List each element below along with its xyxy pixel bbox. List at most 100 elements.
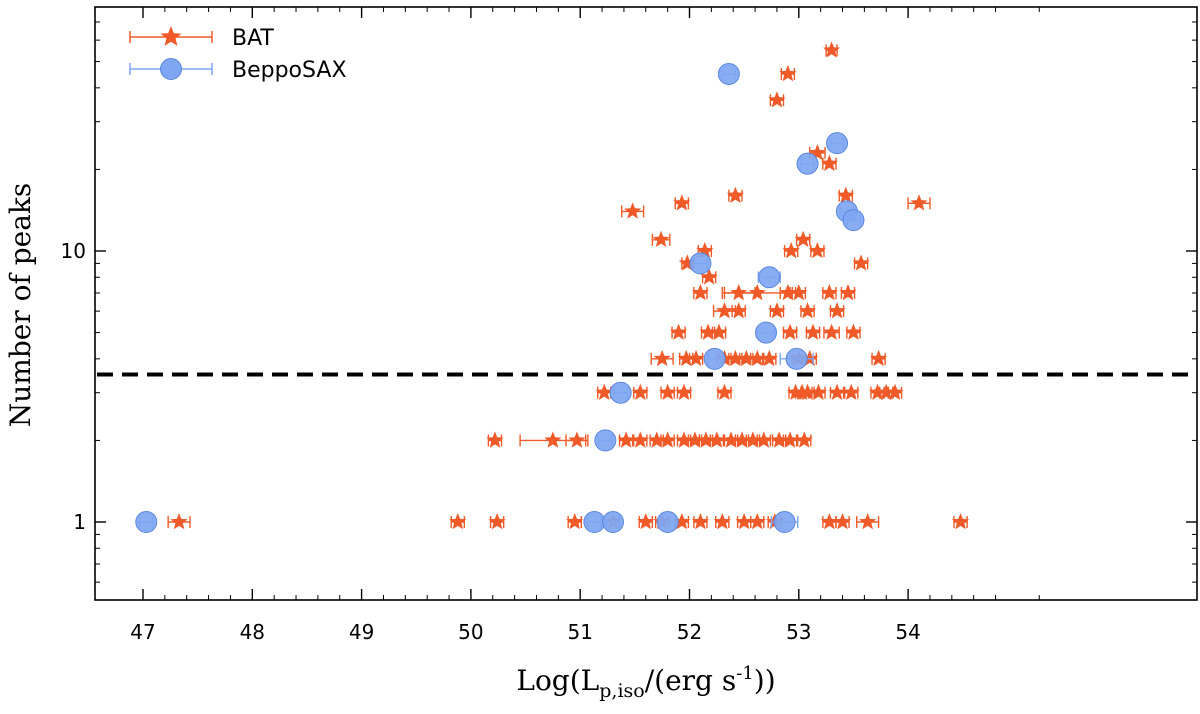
bat-point-star bbox=[823, 323, 841, 340]
bat-point-star bbox=[779, 64, 797, 82]
bat-point-star bbox=[696, 242, 714, 259]
bat-point-star bbox=[804, 323, 822, 340]
bat-point-star bbox=[673, 194, 691, 211]
bat-point-star bbox=[782, 242, 800, 259]
bat-point-star bbox=[837, 186, 855, 203]
bat-point-star bbox=[781, 323, 799, 340]
beppo-point-circle bbox=[656, 511, 679, 533]
bat-point-star bbox=[170, 513, 188, 530]
beppo-point-circle bbox=[594, 429, 617, 452]
bat-point-star bbox=[737, 349, 755, 367]
bat-point-star bbox=[730, 302, 748, 319]
data-points bbox=[135, 41, 970, 533]
beppo-point-circle bbox=[796, 152, 819, 175]
bat-point-star bbox=[726, 186, 744, 203]
legend-beppo-label: BeppoSAX bbox=[232, 58, 347, 83]
bat-point-star bbox=[839, 283, 857, 301]
bat-point-star bbox=[820, 154, 838, 171]
bat-point-star bbox=[768, 302, 786, 319]
bat-point-star bbox=[659, 431, 677, 448]
bat-point-star bbox=[877, 383, 895, 400]
bat-point-star bbox=[801, 349, 819, 367]
bat-point-star bbox=[870, 349, 888, 367]
bat-point-star bbox=[624, 202, 642, 219]
beppo-point-circle bbox=[826, 132, 849, 155]
plot-frame bbox=[94, 6, 1198, 601]
bat-point-star bbox=[715, 383, 734, 400]
x-tick-label: 53 bbox=[786, 620, 811, 644]
bat-point-star bbox=[886, 383, 904, 400]
bat-point-star bbox=[700, 268, 718, 285]
bat-point-star bbox=[868, 383, 887, 400]
bat-point-star bbox=[708, 431, 726, 448]
bat-point-star bbox=[833, 513, 852, 530]
x-tick-label: 49 bbox=[349, 620, 374, 644]
bat-point-star bbox=[842, 383, 860, 400]
bat-point-star bbox=[735, 513, 753, 530]
bat-point-star bbox=[691, 283, 709, 301]
bat-point-star bbox=[828, 302, 846, 319]
x-tick-label: 48 bbox=[240, 620, 265, 644]
bat-point-star bbox=[859, 513, 877, 530]
x-tick-label: 47 bbox=[130, 620, 155, 644]
bat-point-star bbox=[733, 431, 751, 448]
bat-point-star bbox=[744, 431, 762, 448]
bat-point-star bbox=[798, 383, 817, 400]
beppo-point-circle bbox=[601, 511, 624, 533]
bat-point-star bbox=[673, 513, 691, 530]
beppo-point-circle bbox=[583, 511, 606, 533]
bat-point-star bbox=[691, 513, 709, 530]
bat-point-star bbox=[486, 431, 504, 448]
beppo-point-circle bbox=[609, 381, 632, 404]
x-axis-title: Log(Lp,iso/(erg s-1)) bbox=[516, 663, 775, 702]
bat-point-star bbox=[566, 513, 584, 530]
bat-point-star bbox=[653, 349, 671, 367]
beppo-point-circle bbox=[842, 209, 865, 232]
beppo-point-circle bbox=[755, 321, 778, 344]
bat-point-star bbox=[631, 431, 649, 448]
axis-ticks bbox=[95, 7, 1197, 600]
bat-point-star bbox=[568, 431, 586, 448]
bat-point-star bbox=[710, 323, 728, 340]
bat-point-star bbox=[910, 194, 928, 211]
bat-point-star bbox=[652, 230, 670, 248]
bat-point-star bbox=[768, 91, 786, 108]
bat-point-star bbox=[781, 431, 799, 448]
bat-point-star bbox=[790, 283, 808, 301]
bat-point-star bbox=[748, 283, 766, 301]
bat-point-star bbox=[686, 431, 704, 448]
bat-point-star bbox=[697, 431, 715, 448]
bat-point-star bbox=[726, 349, 744, 367]
x-axis-title-suffix: )) bbox=[754, 664, 776, 697]
y-tick-label: 1 bbox=[73, 510, 86, 534]
bat-point-star bbox=[670, 323, 688, 340]
bat-point-star bbox=[828, 383, 846, 400]
beppo-point-circle bbox=[773, 511, 796, 533]
bat-point-star bbox=[713, 513, 731, 530]
bat-point-star bbox=[675, 383, 693, 400]
beppo-point-circle bbox=[703, 347, 726, 370]
bat-point-star bbox=[659, 383, 677, 400]
bat-point-star bbox=[760, 349, 778, 367]
y-tick-label: 10 bbox=[61, 239, 86, 263]
bat-point-star bbox=[730, 283, 748, 301]
bat-point-star bbox=[648, 431, 666, 448]
y-axis-title: Number of peaks bbox=[4, 183, 37, 428]
bat-point-star bbox=[677, 349, 695, 367]
beppo-point-circle bbox=[785, 347, 808, 370]
bat-point-star bbox=[699, 323, 717, 340]
bat-point-star bbox=[715, 302, 734, 319]
bat-point-star bbox=[488, 513, 506, 530]
bat-point-star bbox=[808, 242, 826, 259]
bat-point-star bbox=[798, 302, 817, 319]
x-tick-label: 51 bbox=[567, 620, 592, 644]
x-axis-title-prefix: Log(L bbox=[516, 664, 599, 697]
bat-point-star bbox=[617, 431, 635, 448]
beppo-point-circle bbox=[689, 252, 712, 275]
bat-point-star bbox=[820, 513, 838, 530]
beppo-point-circle bbox=[717, 62, 740, 85]
x-tick-label: 54 bbox=[895, 620, 920, 644]
x-axis-title-mid: /(erg s bbox=[645, 664, 737, 697]
bat-point-star bbox=[823, 41, 841, 58]
legend-beppo-circle-icon bbox=[160, 58, 182, 80]
